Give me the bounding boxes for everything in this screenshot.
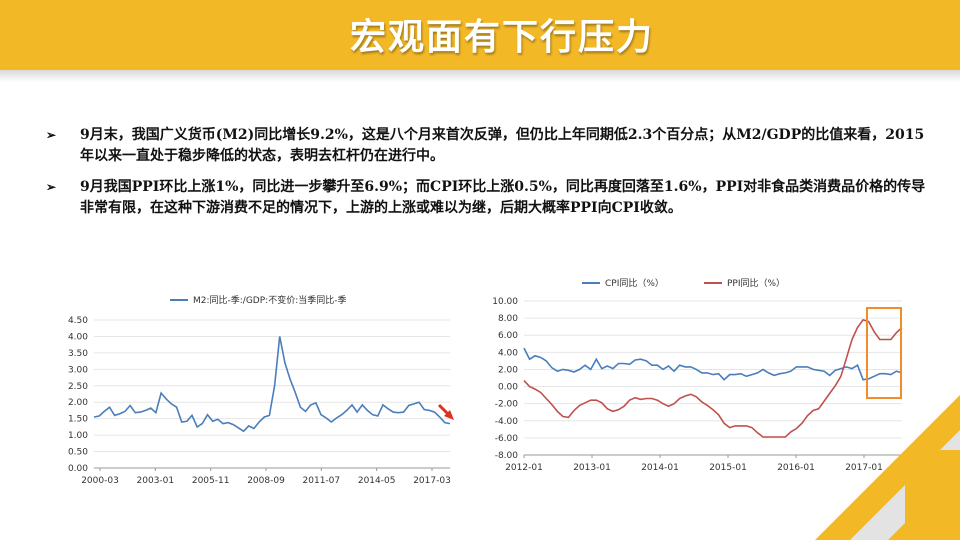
x-tick-label: 2015-01: [709, 463, 747, 473]
x-tick-label: 2016-01: [777, 463, 815, 473]
legend-label: CPI同比（%）: [605, 277, 664, 289]
x-tick-label: 2017-01: [845, 463, 883, 473]
y-tick-label: 4.50: [68, 316, 88, 326]
y-tick-label: -2.00: [495, 400, 519, 410]
header-bar: [0, 0, 960, 70]
y-tick-label: 0.00: [498, 383, 518, 393]
red-arrow-head-icon: [444, 410, 454, 420]
y-tick-label: 2.50: [68, 382, 88, 392]
x-tick-label: 2008-09: [247, 476, 285, 486]
page-title: 宏观面有下行压力: [350, 17, 655, 58]
y-tick-label: 6.00: [498, 331, 518, 341]
y-tick-label: 8.00: [498, 314, 518, 324]
bullet-item-ppi: ➢ 9月我国PPI环比上涨1%，同比进一步攀升至6.9%；而CPI环比上涨0.5…: [46, 177, 926, 219]
y-tick-label: 0.50: [68, 448, 88, 458]
y-tick-label: 10.00: [492, 297, 518, 307]
x-tick-label: 2003-01: [137, 476, 175, 486]
x-tick-label: 2013-01: [573, 463, 611, 473]
red-arrow-icon: [437, 403, 450, 416]
y-tick-label: 1.50: [68, 415, 88, 425]
bullet-item-m2: ➢ 9月末，我国广义货币(M2)同比增长9.2%，这是八个月来首次反弹，但仍比上…: [46, 125, 926, 167]
bullet-arrow-icon: ➢: [46, 180, 57, 194]
cpi-ppi-chart: 10.00 8.00 6.00 4.00 2.00 0.00 -2.00 -4.00 -6.00…: [492, 277, 903, 473]
y-tick-label: 1.00: [68, 431, 88, 441]
x-tick-label: 2005-11: [192, 476, 230, 486]
y-tick-label: 2.00: [498, 365, 518, 375]
header-shadow: [0, 70, 960, 82]
y-tick-label: 4.00: [68, 332, 88, 342]
x-tick-label: 2017-03: [413, 476, 451, 486]
ppi-highlight-box: [866, 307, 902, 399]
series-line: [523, 318, 903, 438]
bullet-arrow-icon: ➢: [46, 128, 57, 142]
legend-label: M2:同比-季:/GDP:不变价:当季同比-季: [193, 294, 346, 306]
y-tick-label: -4.00: [495, 417, 519, 427]
y-tick-label: -8.00: [495, 451, 519, 461]
series-line: [523, 347, 903, 381]
bullet-list: ➢ 9月末，我国广义货币(M2)同比增长9.2%，这是八个月来首次反弹，但仍比上…: [46, 125, 926, 229]
y-tick-label: 0.00: [68, 464, 88, 474]
bullet-text: 9月末，我国广义货币(M2)同比增长9.2%，这是八个月来首次反弹，但仍比上年同…: [80, 127, 925, 164]
bullet-text: 9月我国PPI环比上涨1%，同比进一步攀升至6.9%；而CPI环比上涨0.5%，…: [80, 179, 926, 216]
x-tick-label: 2000-03: [81, 476, 119, 486]
x-tick-label: 2012-01: [505, 463, 543, 473]
y-tick-label: -6.00: [495, 434, 519, 444]
series-line: [93, 336, 451, 433]
m2-gdp-chart: 4.50 4.00 3.50 3.00 2.50 2.00 1.50 1.00 0.50 0.00…: [68, 294, 454, 486]
y-tick-label: 3.50: [68, 349, 88, 359]
x-tick-label: 2014-01: [641, 463, 679, 473]
x-tick-label: 2014-05: [358, 476, 396, 486]
y-tick-label: 4.00: [498, 348, 518, 358]
y-tick-label: 2.00: [68, 398, 88, 408]
y-tick-label: 3.00: [68, 365, 88, 375]
x-tick-label: 2011-07: [303, 476, 341, 486]
legend-label: PPI同比（%）: [727, 277, 785, 289]
